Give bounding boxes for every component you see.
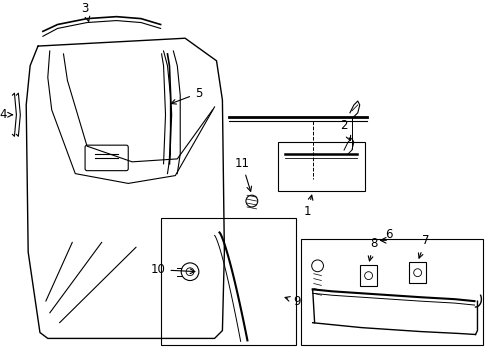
Bar: [300, 239, 482, 345]
Text: 10: 10: [150, 263, 194, 276]
Text: 4: 4: [0, 108, 13, 121]
Text: 7: 7: [418, 234, 428, 258]
Text: 11: 11: [234, 157, 251, 192]
FancyBboxPatch shape: [278, 142, 364, 191]
Bar: [160, 218, 295, 345]
Text: 5: 5: [171, 87, 202, 104]
Text: 1: 1: [304, 195, 312, 218]
Text: 3: 3: [81, 2, 89, 21]
Text: 8: 8: [367, 237, 376, 261]
Text: 2: 2: [340, 120, 350, 140]
Text: 6: 6: [385, 228, 392, 241]
FancyBboxPatch shape: [85, 145, 128, 171]
Bar: [359, 265, 377, 287]
Bar: [408, 262, 426, 283]
Text: 9: 9: [285, 294, 300, 308]
